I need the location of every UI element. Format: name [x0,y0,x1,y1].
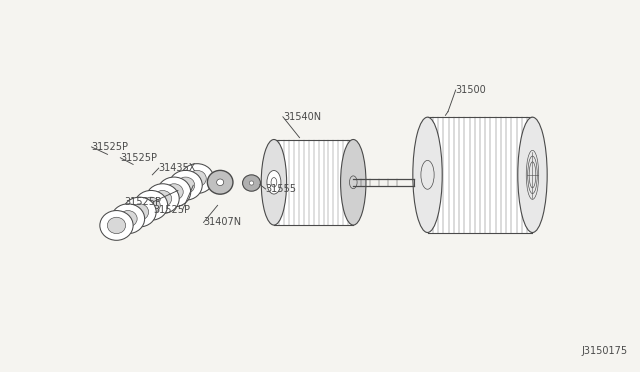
Ellipse shape [169,170,202,200]
Ellipse shape [177,177,195,193]
Ellipse shape [100,211,133,240]
Ellipse shape [180,164,214,193]
Text: 31540N: 31540N [283,112,321,122]
Ellipse shape [165,184,183,200]
Text: 31525P: 31525P [125,197,162,206]
Ellipse shape [123,197,156,227]
Polygon shape [428,117,532,232]
Text: J3150175: J3150175 [581,346,627,356]
Text: 31407N: 31407N [204,218,242,227]
Polygon shape [274,140,353,225]
Ellipse shape [188,170,206,187]
Ellipse shape [207,170,233,194]
Ellipse shape [261,140,287,225]
Ellipse shape [340,140,366,225]
Ellipse shape [243,175,260,191]
Ellipse shape [154,190,172,207]
Ellipse shape [157,177,191,207]
Ellipse shape [413,117,442,232]
Ellipse shape [131,204,148,220]
Ellipse shape [267,170,281,194]
Ellipse shape [108,217,125,234]
Text: 31525P: 31525P [154,205,191,215]
Ellipse shape [249,181,254,185]
Ellipse shape [146,184,179,214]
Ellipse shape [111,204,145,234]
Text: 31435X: 31435X [159,163,196,173]
Ellipse shape [142,197,160,214]
Ellipse shape [119,211,137,227]
Ellipse shape [134,190,168,220]
Text: 31555: 31555 [266,184,296,194]
Text: 31525P: 31525P [92,142,129,152]
Text: 31525P: 31525P [120,153,157,163]
Ellipse shape [518,117,547,232]
Ellipse shape [216,179,224,186]
Text: 31500: 31500 [456,85,486,95]
